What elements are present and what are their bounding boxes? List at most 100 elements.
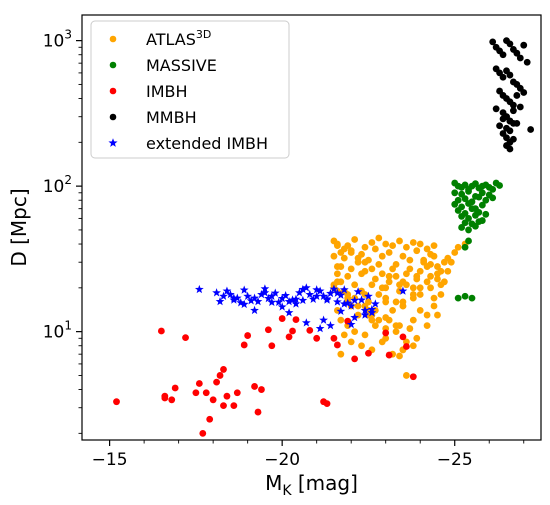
data-point <box>385 278 393 286</box>
legend-label: extended IMBH <box>146 134 268 153</box>
data-point <box>416 291 424 298</box>
axis-ticks: −15 −20 −25 101 102 103 <box>43 28 525 470</box>
data-point <box>375 291 383 298</box>
data-point <box>468 294 476 302</box>
data-point <box>416 240 424 248</box>
data-point <box>288 295 297 304</box>
data-point <box>513 49 521 57</box>
data-point <box>451 200 459 208</box>
data-point <box>378 284 386 292</box>
data-point <box>451 249 459 256</box>
data-point <box>223 392 231 400</box>
data-point <box>330 252 338 260</box>
data-point <box>298 284 308 294</box>
data-point <box>368 239 376 246</box>
data-point <box>333 270 341 278</box>
data-point <box>364 291 373 300</box>
data-point <box>250 305 259 315</box>
data-point <box>427 260 434 268</box>
data-point <box>260 288 270 297</box>
data-point <box>347 338 355 346</box>
data-point <box>461 219 469 227</box>
data-point <box>306 326 314 334</box>
data-point <box>506 40 514 48</box>
data-point <box>416 306 424 314</box>
data-point <box>375 234 383 242</box>
data-point <box>475 193 483 201</box>
data-point <box>434 270 441 278</box>
data-point <box>465 187 472 195</box>
legend: ATLAS3D MASSIVE IMBH MMBH extended IMBH <box>90 20 290 159</box>
data-point <box>240 341 248 349</box>
data-point <box>206 415 214 423</box>
data-point <box>361 331 369 339</box>
data-point <box>344 294 352 302</box>
data-point <box>423 311 431 319</box>
data-point <box>323 400 331 408</box>
data-point <box>333 341 341 349</box>
legend-label: ATLAS3D <box>146 28 211 49</box>
legend-label: MMBH <box>146 108 197 127</box>
data-point <box>337 316 345 324</box>
data-point <box>353 287 363 296</box>
data-point <box>406 256 414 264</box>
data-point <box>278 315 286 322</box>
data-point <box>251 383 258 390</box>
data-point <box>492 105 500 113</box>
data-point <box>409 316 417 324</box>
data-point <box>250 293 259 302</box>
series-mmbh <box>489 37 535 153</box>
data-point <box>267 297 277 307</box>
data-point <box>222 286 232 295</box>
y-tick-label: 103 <box>43 28 72 52</box>
legend-item: MMBH <box>109 108 197 127</box>
data-point <box>409 342 417 350</box>
data-point <box>336 306 346 315</box>
data-point <box>506 145 514 153</box>
data-point <box>465 237 472 245</box>
data-point <box>333 242 341 250</box>
legend-box <box>90 20 290 159</box>
data-point <box>392 298 400 306</box>
data-point <box>344 272 352 280</box>
data-point <box>347 249 355 256</box>
data-point <box>233 389 241 397</box>
data-point <box>301 318 311 327</box>
data-point <box>358 270 365 278</box>
legend-item: MASSIVE <box>109 56 217 75</box>
data-point <box>263 293 273 303</box>
data-point <box>357 295 366 304</box>
data-point <box>420 256 428 264</box>
data-point <box>482 210 490 218</box>
data-point <box>399 252 407 260</box>
data-point <box>506 127 514 135</box>
data-point <box>220 366 227 373</box>
data-point <box>194 284 204 294</box>
data-point <box>382 329 390 337</box>
data-point <box>458 212 466 220</box>
data-point <box>520 41 528 49</box>
data-point <box>351 236 359 243</box>
data-point <box>413 272 421 280</box>
data-point <box>423 278 431 286</box>
data-point <box>254 408 262 416</box>
data-point <box>346 319 356 329</box>
data-point <box>385 351 393 359</box>
data-point <box>392 272 400 280</box>
data-point <box>396 281 403 289</box>
data-point <box>215 296 225 306</box>
data-point <box>409 291 417 298</box>
data-point <box>472 222 479 230</box>
data-point <box>371 322 379 330</box>
data-point <box>413 334 421 342</box>
x-axis-label: MK [mag] <box>265 471 358 499</box>
data-point <box>403 343 410 350</box>
data-point <box>292 316 300 323</box>
data-point <box>371 275 379 283</box>
data-point <box>465 226 472 234</box>
legend-item: IMBH <box>109 82 188 101</box>
data-point <box>516 54 524 62</box>
series-extended-imbh <box>194 283 408 333</box>
x-tick-label: −15 <box>92 450 128 470</box>
data-point <box>403 281 410 289</box>
